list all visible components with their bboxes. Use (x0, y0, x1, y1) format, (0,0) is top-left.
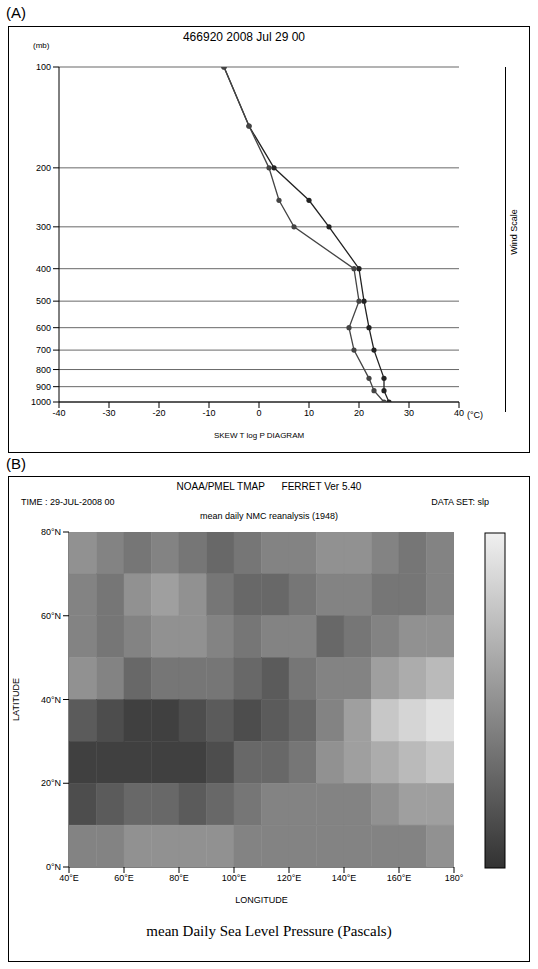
svg-text:LATITUDE: LATITUDE (11, 678, 21, 721)
html-text:(B): (B) (6, 455, 26, 472)
svg-text:200: 200 (36, 163, 51, 173)
html-text:mean daily NMC reanalysis (194: mean daily NMC reanalysis (1948) (200, 511, 338, 521)
html-text:NOAA/PMEL TMAP: NOAA/PMEL TMAP (176, 481, 265, 492)
svg-text:20: 20 (354, 408, 364, 418)
svg-text:-10: -10 (202, 408, 215, 418)
svg-text:1000: 1000 (31, 397, 51, 407)
html-text:(mb): (mb) (33, 41, 50, 50)
html-text:DATA SET: slp: DATA SET: slp (431, 497, 489, 507)
svg-text:80°N: 80°N (41, 527, 61, 537)
svg-text:700: 700 (36, 345, 51, 355)
html-text:(A): (A) (6, 4, 26, 21)
svg-text:300: 300 (36, 222, 51, 232)
html-text:TIME : 29-JUL-2008 00: TIME : 29-JUL-2008 00 (21, 497, 115, 507)
svg-text:60°E: 60°E (114, 873, 134, 883)
svg-text:-20: -20 (152, 408, 165, 418)
svg-text:LONGITUDE: LONGITUDE (235, 895, 288, 905)
svg-text:20°N: 20°N (41, 778, 61, 788)
svg-text:-30: -30 (102, 408, 115, 418)
svg-text:140°E: 140°E (332, 873, 357, 883)
svg-text:40: 40 (454, 408, 464, 418)
svg-text:40°E: 40°E (59, 873, 79, 883)
svg-text:0°N: 0°N (46, 862, 61, 872)
svg-text:100: 100 (36, 62, 51, 72)
svg-text:600: 600 (36, 323, 51, 333)
html-text:Wind Scale: Wind Scale (509, 209, 519, 255)
html-text:FERRET Ver 5.40: FERRET Ver 5.40 (281, 481, 362, 492)
svg-text:160°E: 160°E (387, 873, 412, 883)
html-text:mean Daily Sea Level Pressure: mean Daily Sea Level Pressure (Pascals) (146, 923, 392, 939)
svg-text:60°N: 60°N (41, 611, 61, 621)
html-text:(°C): (°C) (467, 410, 484, 420)
svg-text:0: 0 (256, 408, 261, 418)
svg-text:180°: 180° (445, 873, 464, 883)
svg-text:30: 30 (404, 408, 414, 418)
svg-text:500: 500 (36, 296, 51, 306)
svg-text:400: 400 (36, 264, 51, 274)
svg-text:SKEW T log P DIAGRAM: SKEW T log P DIAGRAM (214, 431, 305, 440)
svg-text:80°E: 80°E (169, 873, 189, 883)
svg-text:10: 10 (304, 408, 314, 418)
svg-text:800: 800 (36, 365, 51, 375)
svg-text:900: 900 (36, 382, 51, 392)
svg-text:100°E: 100°E (222, 873, 247, 883)
svg-text:40°N: 40°N (41, 695, 61, 705)
svg-text:-40: -40 (52, 408, 65, 418)
svg-text:120°E: 120°E (277, 873, 302, 883)
html-text:466920 2008 Jul 29 00: 466920 2008 Jul 29 00 (182, 30, 305, 44)
